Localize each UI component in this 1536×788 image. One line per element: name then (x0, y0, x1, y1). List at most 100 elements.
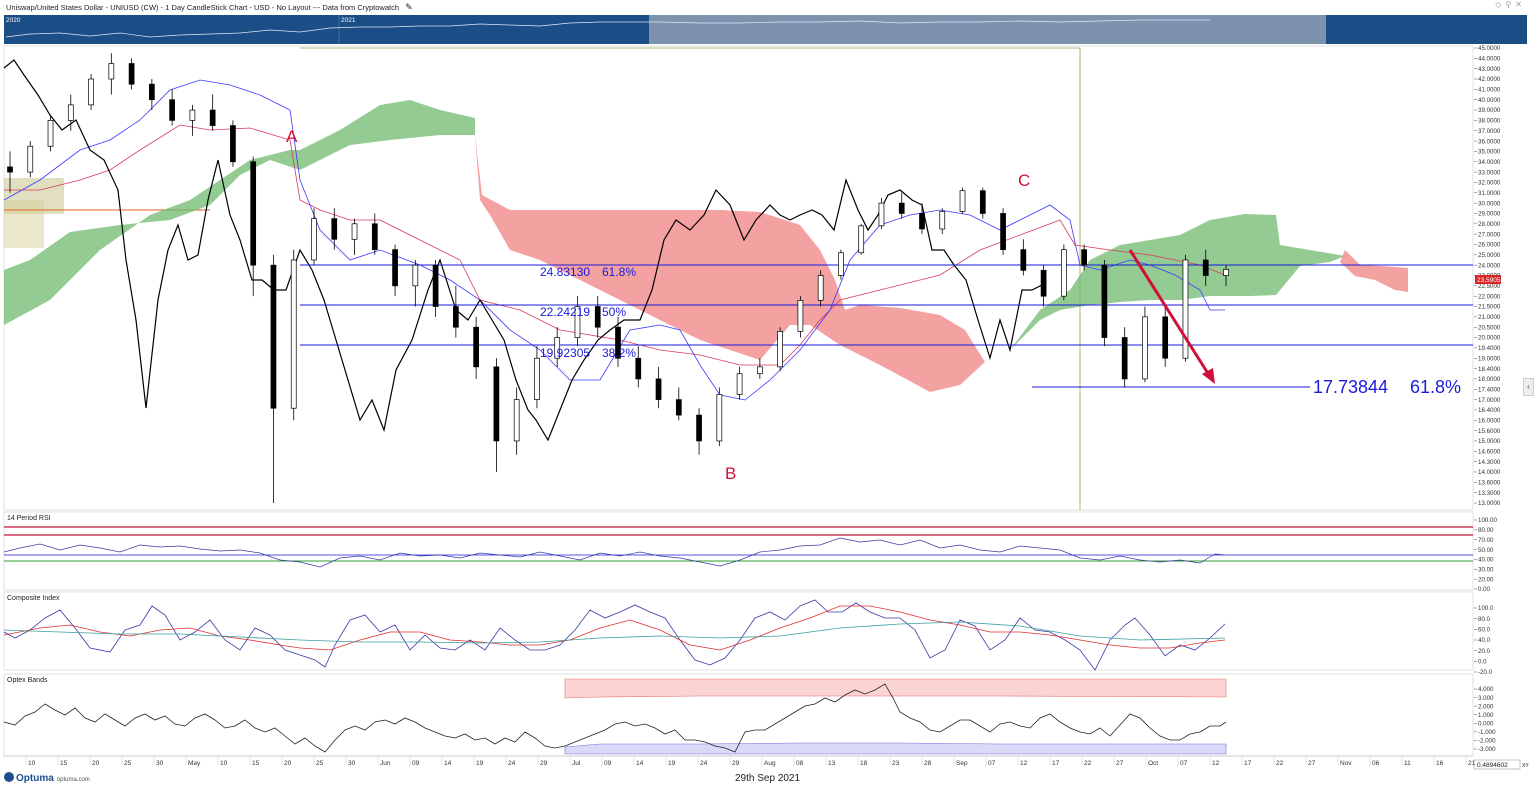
navigator-selection[interactable] (649, 15, 1326, 44)
readout-box (1473, 759, 1521, 770)
candle-body (898, 202, 905, 214)
price-axis[interactable]: 45.0000 44.0000 43.0000 42.0000 41.0000 40.00… (1474, 45, 1501, 507)
candle-body (554, 337, 561, 359)
candle-body (817, 275, 824, 301)
candle-body (757, 366, 763, 375)
candle-body (270, 264, 277, 409)
composite-fast-ma (3, 605, 1226, 651)
price-tick-label: 22.5000 (1478, 283, 1501, 290)
time-tick-label: 08 (796, 760, 804, 767)
cursor-date: 29th Sep 2021 (735, 773, 801, 784)
wave-label-b: B (725, 464, 736, 483)
candle-body (149, 83, 155, 101)
time-tick-label: 25 (124, 760, 132, 767)
candle-body (250, 161, 257, 266)
time-tick-label: May (188, 760, 201, 767)
candle-body (311, 218, 317, 261)
price-tick-label: 18.4000 (1478, 366, 1501, 373)
candle-body (959, 190, 966, 212)
trend-arrow-shaft[interactable] (1128, 249, 1211, 376)
price-tick-label: 32.0000 (1478, 180, 1501, 187)
composite-slow-ma (3, 621, 1226, 644)
optex-tick-label: -1.000 (1478, 729, 1496, 736)
price-tick-label: 26.0000 (1478, 242, 1501, 249)
wave-label-a: A (286, 127, 298, 146)
time-tick-label: 29 (732, 760, 740, 767)
price-tick-label: 21.0000 (1478, 314, 1501, 321)
trend-arrow-head (1202, 368, 1215, 384)
time-tick-label: 18 (860, 760, 868, 767)
price-tick-label: 28.0000 (1478, 221, 1501, 228)
last-price-badge (1475, 275, 1501, 284)
collapse-panel-icon[interactable]: ‹ (1523, 378, 1534, 396)
price-tick-label: 40.0000 (1478, 97, 1501, 104)
readout-value: 0.4894602 (1477, 762, 1508, 769)
candle-body (635, 357, 642, 380)
time-tick-label: Sep (956, 760, 968, 767)
rsi-title: 14 Period RSI (7, 515, 51, 522)
ichimoku-cloud-bear-1 (475, 135, 985, 392)
fib-label-618-pct: 61.8% (602, 265, 636, 279)
candle-body (189, 109, 196, 121)
price-tick-label: 17.0000 (1478, 397, 1501, 404)
time-tick-label: 17 (1052, 760, 1060, 767)
pencil-icon[interactable]: ✎ (405, 2, 413, 12)
price-tick-label: 24.0000 (1478, 262, 1501, 269)
pin-icon[interactable]: ⚲ (1505, 0, 1516, 9)
price-tick-label: 15.0000 (1478, 438, 1501, 445)
time-tick-label: 14 (444, 760, 452, 767)
rsi-panel[interactable]: 14 Period RSI (3, 511, 1474, 591)
close-icon[interactable]: ✕ (1515, 0, 1526, 9)
readout-suffix: XY (1522, 763, 1529, 769)
navigator-price-line (5, 19, 1210, 38)
composite-panel[interactable]: Composite Index (3, 591, 1474, 671)
price-tick-label: 41.0000 (1478, 87, 1501, 94)
fib-target-value: 17.73844 (1313, 377, 1388, 397)
price-tick-label: 27.0000 (1478, 231, 1501, 238)
composite-tick-label: 0.0 (1478, 659, 1487, 666)
time-tick-label: 11 (1404, 760, 1411, 767)
fib-label-618-value: 24.83130 (540, 265, 590, 279)
time-tick-label: 12 (1020, 760, 1028, 767)
candle-body (675, 399, 682, 416)
navigator-label-2021: 2021 (341, 17, 356, 24)
price-tick-label: 19.4000 (1478, 345, 1501, 352)
composite-tick-label: 20.0 (1478, 648, 1491, 655)
optex-panel[interactable]: Optex Bands (3, 673, 1474, 757)
navigator[interactable]: 2020 2021 (4, 15, 1527, 44)
candle-body (1142, 316, 1148, 380)
candle-body (1162, 316, 1169, 359)
fib-label-50-value: 22.24219 (540, 305, 590, 319)
price-tick-label: 20.5000 (1478, 324, 1501, 331)
candle-body (88, 78, 94, 106)
diamond-icon[interactable]: ◇ (1495, 0, 1506, 9)
time-tick-label: 27 (1116, 760, 1124, 767)
navigator-label-2020: 2020 (6, 17, 21, 24)
candle-body (574, 306, 581, 338)
candle-body (594, 306, 601, 328)
tenkan-line (3, 79, 1225, 401)
rsi-tick-label: 30.00 (1478, 566, 1494, 573)
optex-tick-label: 4.000 (1478, 686, 1494, 693)
rsi-tick-label: 70.00 (1478, 537, 1494, 544)
candle-body (27, 145, 34, 173)
price-tick-label: 13.6000 (1478, 480, 1501, 487)
optex-tick-label: -3.000 (1478, 746, 1496, 753)
candle-body (1040, 269, 1047, 297)
rsi-line (3, 537, 1226, 568)
fib-target-pct: 61.8% (1410, 377, 1461, 397)
candle-body (169, 99, 175, 121)
price-tick-label: 35.0000 (1478, 149, 1501, 156)
price-panel[interactable]: 24.83130 61.8% 22.24219 50% 19.92305 38.… (3, 45, 1474, 511)
composite-panel-frame (3, 591, 1474, 671)
rsi-axis: 100.00 80.00 70.00 50.00 40.00 30.00 20.00 0.00 (1474, 517, 1497, 593)
candle-body (777, 330, 783, 368)
time-axis[interactable]: 10 15 20 25 30 May 10 15 20 25 30 Jun 09 14 19 24 29 Jul 0… (25, 756, 1476, 767)
time-tick-label: 24 (700, 760, 708, 767)
time-tick-label: 09 (412, 760, 420, 767)
price-tick-label: 19.0000 (1478, 355, 1501, 362)
candle-body (919, 213, 925, 230)
time-tick-label: 06 (1372, 760, 1380, 767)
